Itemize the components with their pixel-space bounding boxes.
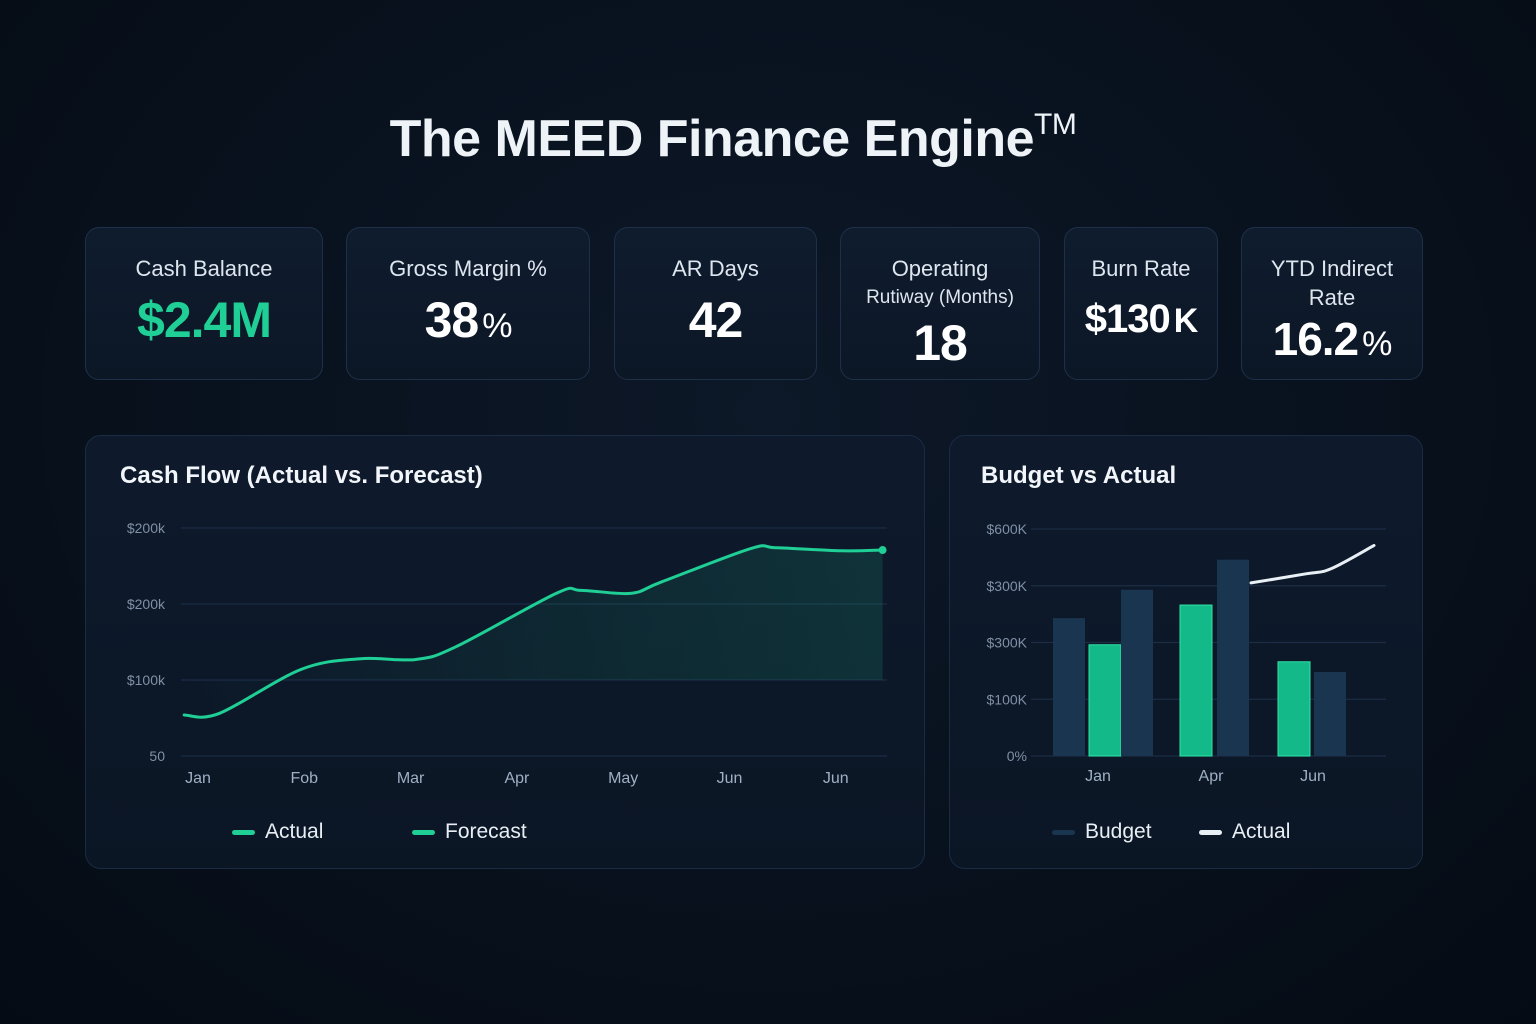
kpi-label-line1: Operating: [891, 256, 989, 281]
bar-budget: [1053, 618, 1085, 756]
y-tick-label: 0%: [1007, 748, 1027, 764]
cash-flow-panel: Cash Flow (Actual vs. Forecast) 50 $100k $…: [85, 435, 925, 869]
kpi-label-line1: YTD Indirect: [1270, 256, 1394, 281]
chart-title: Budget vs Actual: [981, 462, 1177, 489]
x-tick-label: Jan: [185, 770, 211, 787]
legend-swatch: [232, 829, 255, 835]
legend-item-forecast[interactable]: Forecast: [412, 820, 527, 844]
page-title: The MEED Finance EngineTM: [0, 108, 1466, 169]
kpi-card-cash-balance[interactable]: Cash Balance $2.4M: [85, 227, 323, 380]
kpi-number: $130: [1084, 297, 1171, 341]
kpi-label-line2: Rutiway (Months): [866, 287, 1014, 308]
y-tick-label: $300K: [987, 578, 1028, 594]
kpi-card-burn-rate[interactable]: Burn Rate $130 K: [1064, 227, 1218, 380]
actual-line: [1249, 543, 1376, 585]
kpi-number: 38: [424, 292, 480, 348]
kpi-value: $2.4M: [137, 292, 272, 348]
kpi-value: 42: [688, 292, 744, 348]
x-tick-label: Jun: [1300, 768, 1326, 785]
x-tick-label: May: [608, 770, 638, 787]
bar-budget: [1314, 672, 1346, 756]
bar-actual: [1277, 661, 1311, 757]
kpi-unit: K: [1173, 302, 1199, 340]
kpi-card-ar-days[interactable]: AR Days 42: [614, 227, 817, 380]
x-tick-label: Jun: [823, 770, 849, 787]
kpi-label: AR Days: [672, 256, 759, 281]
y-tick-label: $200k: [127, 520, 166, 536]
x-tick-label: Fob: [291, 770, 319, 787]
cash-flow-chart: 50 $100k $200k $200k Jan Fob Mar Apr May Jun Jun: [127, 520, 887, 787]
legend-swatch: [1199, 829, 1222, 835]
legend-swatch: [412, 829, 435, 835]
kpi-label-line2: Rate: [1308, 285, 1356, 310]
budget-vs-actual-panel: Budget vs Actual 0% $100K $300K $300K $600K J…: [949, 435, 1423, 869]
kpi-unit: %: [482, 307, 512, 345]
kpi-number: 16.2: [1272, 313, 1360, 365]
x-tick-label: Jun: [717, 770, 743, 787]
legend-item-budget[interactable]: Budget: [1052, 820, 1152, 844]
legend-label: Actual: [265, 820, 324, 843]
title-text: The MEED Finance Engine: [389, 110, 1035, 168]
end-point: [878, 546, 887, 555]
y-tick-label: 50: [149, 748, 165, 764]
kpi-label: Gross Margin %: [389, 256, 547, 281]
x-tick-label: Jan: [1085, 768, 1111, 785]
legend-label: Forecast: [445, 820, 527, 843]
kpi-value: 18: [913, 315, 968, 371]
bar-budget: [1217, 559, 1249, 756]
kpi-label: Cash Balance: [135, 256, 273, 281]
kpi-label: YTD Indirect Rate: [1242, 254, 1422, 312]
series-line: [182, 544, 885, 719]
x-tick-label: Mar: [397, 770, 425, 787]
y-tick-label: $200k: [127, 596, 166, 612]
kpi-label: Operating Rutiway (Months): [841, 254, 1039, 312]
x-tick-label: Apr: [1199, 768, 1225, 785]
bar-budget: [1121, 589, 1153, 756]
kpi-label: Burn Rate: [1091, 256, 1191, 281]
area-fill: [184, 545, 883, 718]
kpi-card-ytd-indirect-rate[interactable]: YTD Indirect Rate 16.2%: [1241, 227, 1423, 380]
y-tick-label: $100k: [127, 672, 166, 688]
y-tick-label: $100K: [987, 691, 1028, 707]
legend-swatch: [1052, 829, 1075, 835]
trademark: TM: [1034, 108, 1077, 141]
budget-vs-actual-chart: 0% $100K $300K $300K $600K Jan Apr Jun: [987, 521, 1386, 785]
kpi-card-gross-margin[interactable]: Gross Margin % 38%: [346, 227, 590, 380]
y-tick-label: $300K: [987, 635, 1028, 651]
chart-title: Cash Flow (Actual vs. Forecast): [120, 462, 483, 489]
legend-item-actual[interactable]: Actual: [1199, 820, 1290, 844]
legend-label: Actual: [1232, 820, 1291, 843]
y-tick-label: $600K: [987, 521, 1028, 537]
bar-actual: [1179, 604, 1213, 757]
kpi-value: 16.2%: [1242, 312, 1422, 366]
x-tick-label: Apr: [504, 770, 530, 787]
legend-label: Budget: [1085, 820, 1152, 843]
kpi-value: $130 K: [1065, 297, 1217, 342]
bar-actual: [1088, 644, 1122, 757]
kpi-unit: %: [1362, 325, 1392, 363]
legend-item-actual[interactable]: Actual: [232, 820, 323, 844]
kpi-card-operating-runway[interactable]: Operating Rutiway (Months) 18: [840, 227, 1040, 380]
kpi-value: 38%: [347, 291, 589, 349]
